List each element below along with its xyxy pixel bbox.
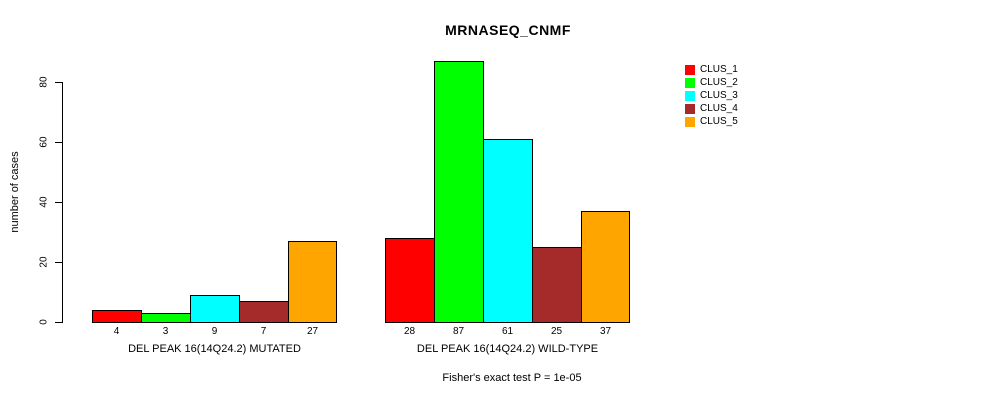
legend-item: CLUS_3 — [685, 89, 738, 102]
y-tick — [55, 142, 62, 143]
y-tick — [55, 262, 62, 263]
bar-value-label: 61 — [501, 326, 514, 337]
y-tick-label: 60 — [38, 136, 50, 148]
legend-label: CLUS_4 — [700, 103, 738, 114]
y-axis-label: number of cases — [9, 151, 21, 233]
legend-item: CLUS_1 — [685, 63, 738, 76]
y-tick — [55, 82, 62, 83]
group-label: DEL PEAK 16(14Q24.2) WILD-TYPE — [416, 343, 599, 355]
bar-value-label: 37 — [599, 326, 612, 337]
y-tick-label: 20 — [38, 256, 50, 268]
bar-value-label: 27 — [306, 326, 319, 337]
bar-clus_3-group2 — [483, 139, 533, 323]
legend-label: CLUS_2 — [700, 77, 738, 88]
legend-item: CLUS_2 — [685, 76, 738, 89]
legend-swatch-clus_1 — [685, 64, 695, 75]
bar-clus_4-group2 — [532, 247, 582, 323]
y-tick — [55, 322, 62, 323]
y-tick-label: 40 — [38, 196, 50, 208]
legend-label: CLUS_5 — [700, 116, 738, 127]
bar-clus_2-group2 — [434, 61, 484, 323]
bar-clus_1-group1 — [92, 310, 142, 323]
legend-item: CLUS_5 — [685, 115, 738, 128]
legend-label: CLUS_1 — [700, 64, 738, 75]
y-axis-line — [62, 82, 63, 323]
bar-clus_4-group1 — [239, 301, 289, 323]
bar-value-label: 4 — [113, 326, 120, 337]
bar-value-label: 87 — [452, 326, 465, 337]
bar-clus_5-group1 — [288, 241, 337, 323]
bar-clus_3-group1 — [190, 295, 240, 323]
legend-swatch-clus_4 — [685, 103, 695, 114]
y-tick-label: 80 — [38, 76, 50, 88]
legend-swatch-clus_5 — [685, 116, 695, 127]
group-label: DEL PEAK 16(14Q24.2) MUTATED — [128, 343, 301, 355]
y-tick — [55, 202, 62, 203]
chart-title: MRNASEQ_CNMF — [445, 22, 571, 38]
bar-value-label: 3 — [162, 326, 169, 337]
bar-clus_1-group2 — [385, 238, 435, 323]
legend-item: CLUS_4 — [685, 102, 738, 115]
legend: CLUS_1 CLUS_2 CLUS_3 CLUS_4 CLUS_5 — [685, 63, 738, 128]
legend-swatch-clus_3 — [685, 90, 695, 101]
bar-value-label: 28 — [403, 326, 416, 337]
legend-swatch-clus_2 — [685, 77, 695, 88]
bar-value-label: 9 — [211, 326, 218, 337]
y-tick-label: 0 — [38, 319, 50, 325]
bar-value-label: 25 — [550, 326, 563, 337]
fisher-test-annotation: Fisher's exact test P = 1e-05 — [442, 372, 582, 384]
bar-value-label: 7 — [260, 326, 267, 337]
bar-clus_5-group2 — [581, 211, 630, 323]
bar-clus_2-group1 — [141, 313, 191, 323]
legend-label: CLUS_3 — [700, 90, 738, 101]
